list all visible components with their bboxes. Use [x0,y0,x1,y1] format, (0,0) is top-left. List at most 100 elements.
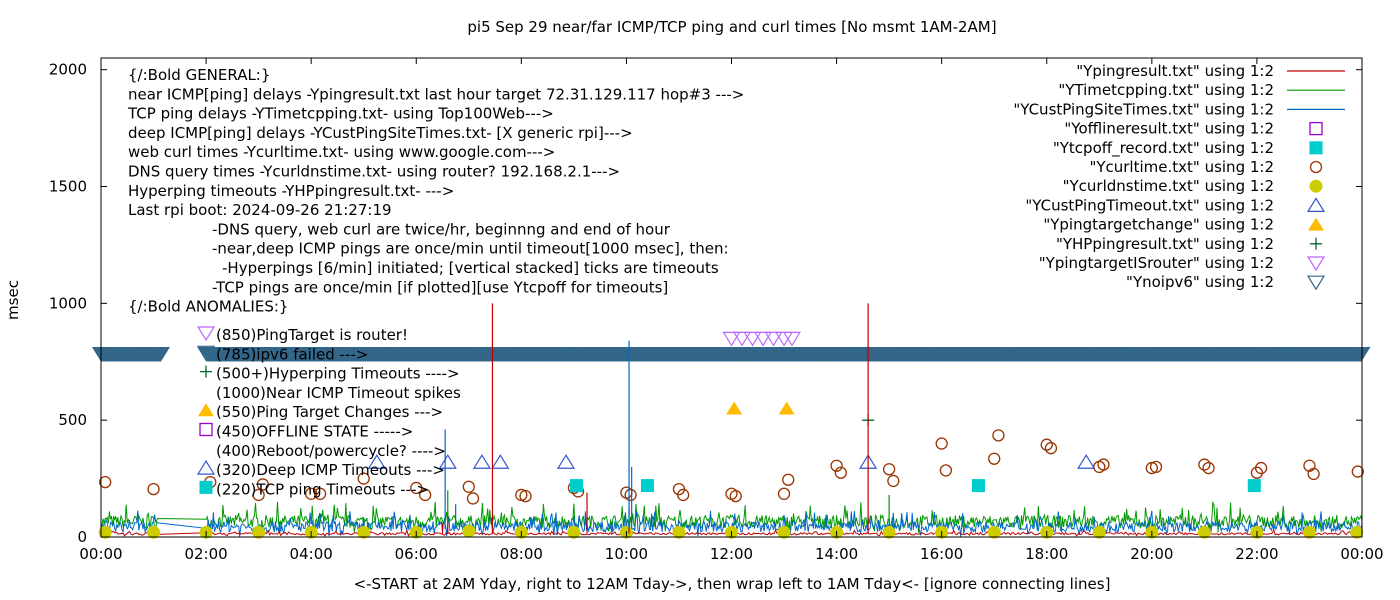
point-ycurltime-txt [834,466,847,479]
point-ycurltime-txt [1307,467,1320,481]
point-ycurldnstime-txt [672,525,686,539]
y-tick-label: 1000 [49,294,87,312]
anomaly-text: (550)Ping Target Changes ---> [216,403,443,421]
y-axis-label: msec [4,280,22,320]
legend-label: "YTimetcpping.txt" using 1:2 [1058,81,1274,99]
point-ycurldnstime-txt [462,524,476,538]
point-ynoipv6 [151,346,170,362]
legend-marker [1309,179,1323,193]
x-tick-label: 08:00 [500,545,543,563]
point-ycurltime-txt [882,463,896,476]
point-ycurltime-txt [1202,461,1215,475]
x-axis-label: <-START at 2AM Yday, right to 12AM Tday-… [354,575,1111,593]
point-ycurltime-txt [729,489,742,503]
point-ypingtargetchange [726,401,743,415]
point-ycurltime-txt [624,488,637,502]
point-ycurltime-txt [252,488,265,502]
point-ypingtargetisrouter [743,331,762,347]
point-ycurltime-txt [620,486,633,499]
point-ypingtargetisrouter [782,331,801,347]
point-ytcpoff-record-txt [971,479,985,493]
point-ycurltime-txt [410,481,423,495]
anomaly-glyph [200,365,212,378]
point-ycurldnstime-txt [987,525,1001,539]
axes: 0 500 1000 1500 2000 00:00 02:00 04:00 06:00 08:0… [49,57,1384,563]
point-ypingtargetisrouter [732,331,752,347]
point-ycurltime-txt [419,488,432,502]
annotation-line: deep ICMP[ping] delays -YCustPingSiteTim… [128,124,633,142]
x-tick-label: 06:00 [395,545,438,563]
x-tick-label: 10:00 [605,545,648,563]
anomaly-glyph [199,422,213,437]
annotation-line: -DNS query, web curl are twice/hr, begin… [212,220,671,238]
annotation-layer: {/:Bold GENERAL:}near ICMP[ping] delays … [127,66,744,498]
legend-marker [1310,237,1322,250]
anomaly-text: (400)Reboot/powercycle? ----> [216,442,446,460]
point-ycurltime-txt [830,459,843,472]
anomaly-glyph [196,345,216,361]
point-ycurltime-txt [1097,458,1110,471]
annotation-line: Hyperping timeouts -YHPpingresult.txt- -… [128,182,454,200]
legend-marker [1309,141,1323,155]
point-ycurldnstime-txt [98,525,112,539]
point-ycustpingtimeout-txt [556,454,576,469]
x-tick-label: 14:00 [815,545,858,563]
x-tick-label: 00:00 [79,545,122,563]
anomaly-glyph [199,480,213,494]
point-ycurltime-txt [1040,438,1053,451]
point-ytcpoff-record-txt [570,479,584,493]
legend-label: "Ynoipv6" using 1:2 [1126,273,1274,291]
series-tcp-line [100,500,1363,534]
point-ycurltime-txt [992,429,1005,442]
x-tick-label: 16:00 [920,545,963,563]
x-tick-label: 18:00 [1025,545,1068,563]
point-ycustpingtimeout-txt [438,454,457,469]
legend-label: "YCustPingSiteTimes.txt" using 1:2 [1013,100,1274,118]
series-layer [91,303,1371,539]
point-ycurltime-txt [1149,460,1163,474]
chart-title: pi5 Sep 29 near/far ICMP/TCP ping and cu… [467,18,996,36]
point-ycurldnstime-txt [252,525,266,539]
point-ycurltime-txt [782,473,795,486]
point-ycurldnstime-txt [882,525,896,539]
annotation-line: web curl times -Ycurltime.txt- using www… [128,143,555,161]
point-ycurldnstime-txt [567,525,581,539]
point-ypingtargetchange [778,401,795,415]
point-ycustpingtimeout-txt [367,454,386,469]
point-ycurltime-txt [357,472,370,485]
annotation-line: Last rpi boot: 2024-09-26 21:27:19 [128,201,392,219]
point-ypingtargetisrouter [722,331,741,347]
legend-marker [1308,217,1324,231]
point-ycurltime-txt [466,492,480,505]
x-tick-label: 00:00 [1340,545,1383,563]
point-ycurldnstime-txt [1092,525,1106,539]
x-tick-label: 12:00 [710,545,753,563]
legend-label: "Ycurltime.txt" using 1:2 [1089,158,1274,176]
point-ycurldnstime-txt [777,525,791,539]
annotation-line: -Hyperpings [6/min] initiated; [vertical… [222,259,719,277]
annotation-line: DNS query times -Ycurldnstime.txt- using… [128,163,620,181]
anomaly-text: (450)OFFLINE STATE -----> [216,423,413,441]
annotation-line: {/:Bold ANOMALIES:} [128,298,288,316]
point-ytcpoff-record-txt [1247,479,1261,493]
point-ycurltime-txt [305,487,318,500]
point-ypingtargetisrouter [753,331,773,347]
point-ycurldnstime-txt [1302,525,1316,539]
y-tick-label: 1500 [49,178,87,196]
anomaly-text: (220)TCP ping Timeouts ---> [216,480,429,498]
point-ycurltime-txt [1093,460,1106,474]
point-ycurltime-txt [777,487,791,500]
anomaly-glyph [196,459,216,475]
point-ycurltime-txt [1044,442,1058,455]
legend-label: "YHPpingresult.txt" using 1:2 [1056,235,1274,253]
point-ycurltime-txt [1250,466,1264,479]
point-ycurltime-txt [725,487,738,500]
y-tick-label: 2000 [49,61,87,79]
point-ycurldnstime-txt [147,525,161,539]
anomaly-glyph [196,326,216,342]
annotation-line: {/:Bold GENERAL:} [128,66,270,84]
legend-marker [1306,256,1326,272]
point-ycurltime-txt [147,482,160,496]
point-ycustpingtimeout-txt [472,454,492,469]
legend-marker [1306,197,1326,212]
